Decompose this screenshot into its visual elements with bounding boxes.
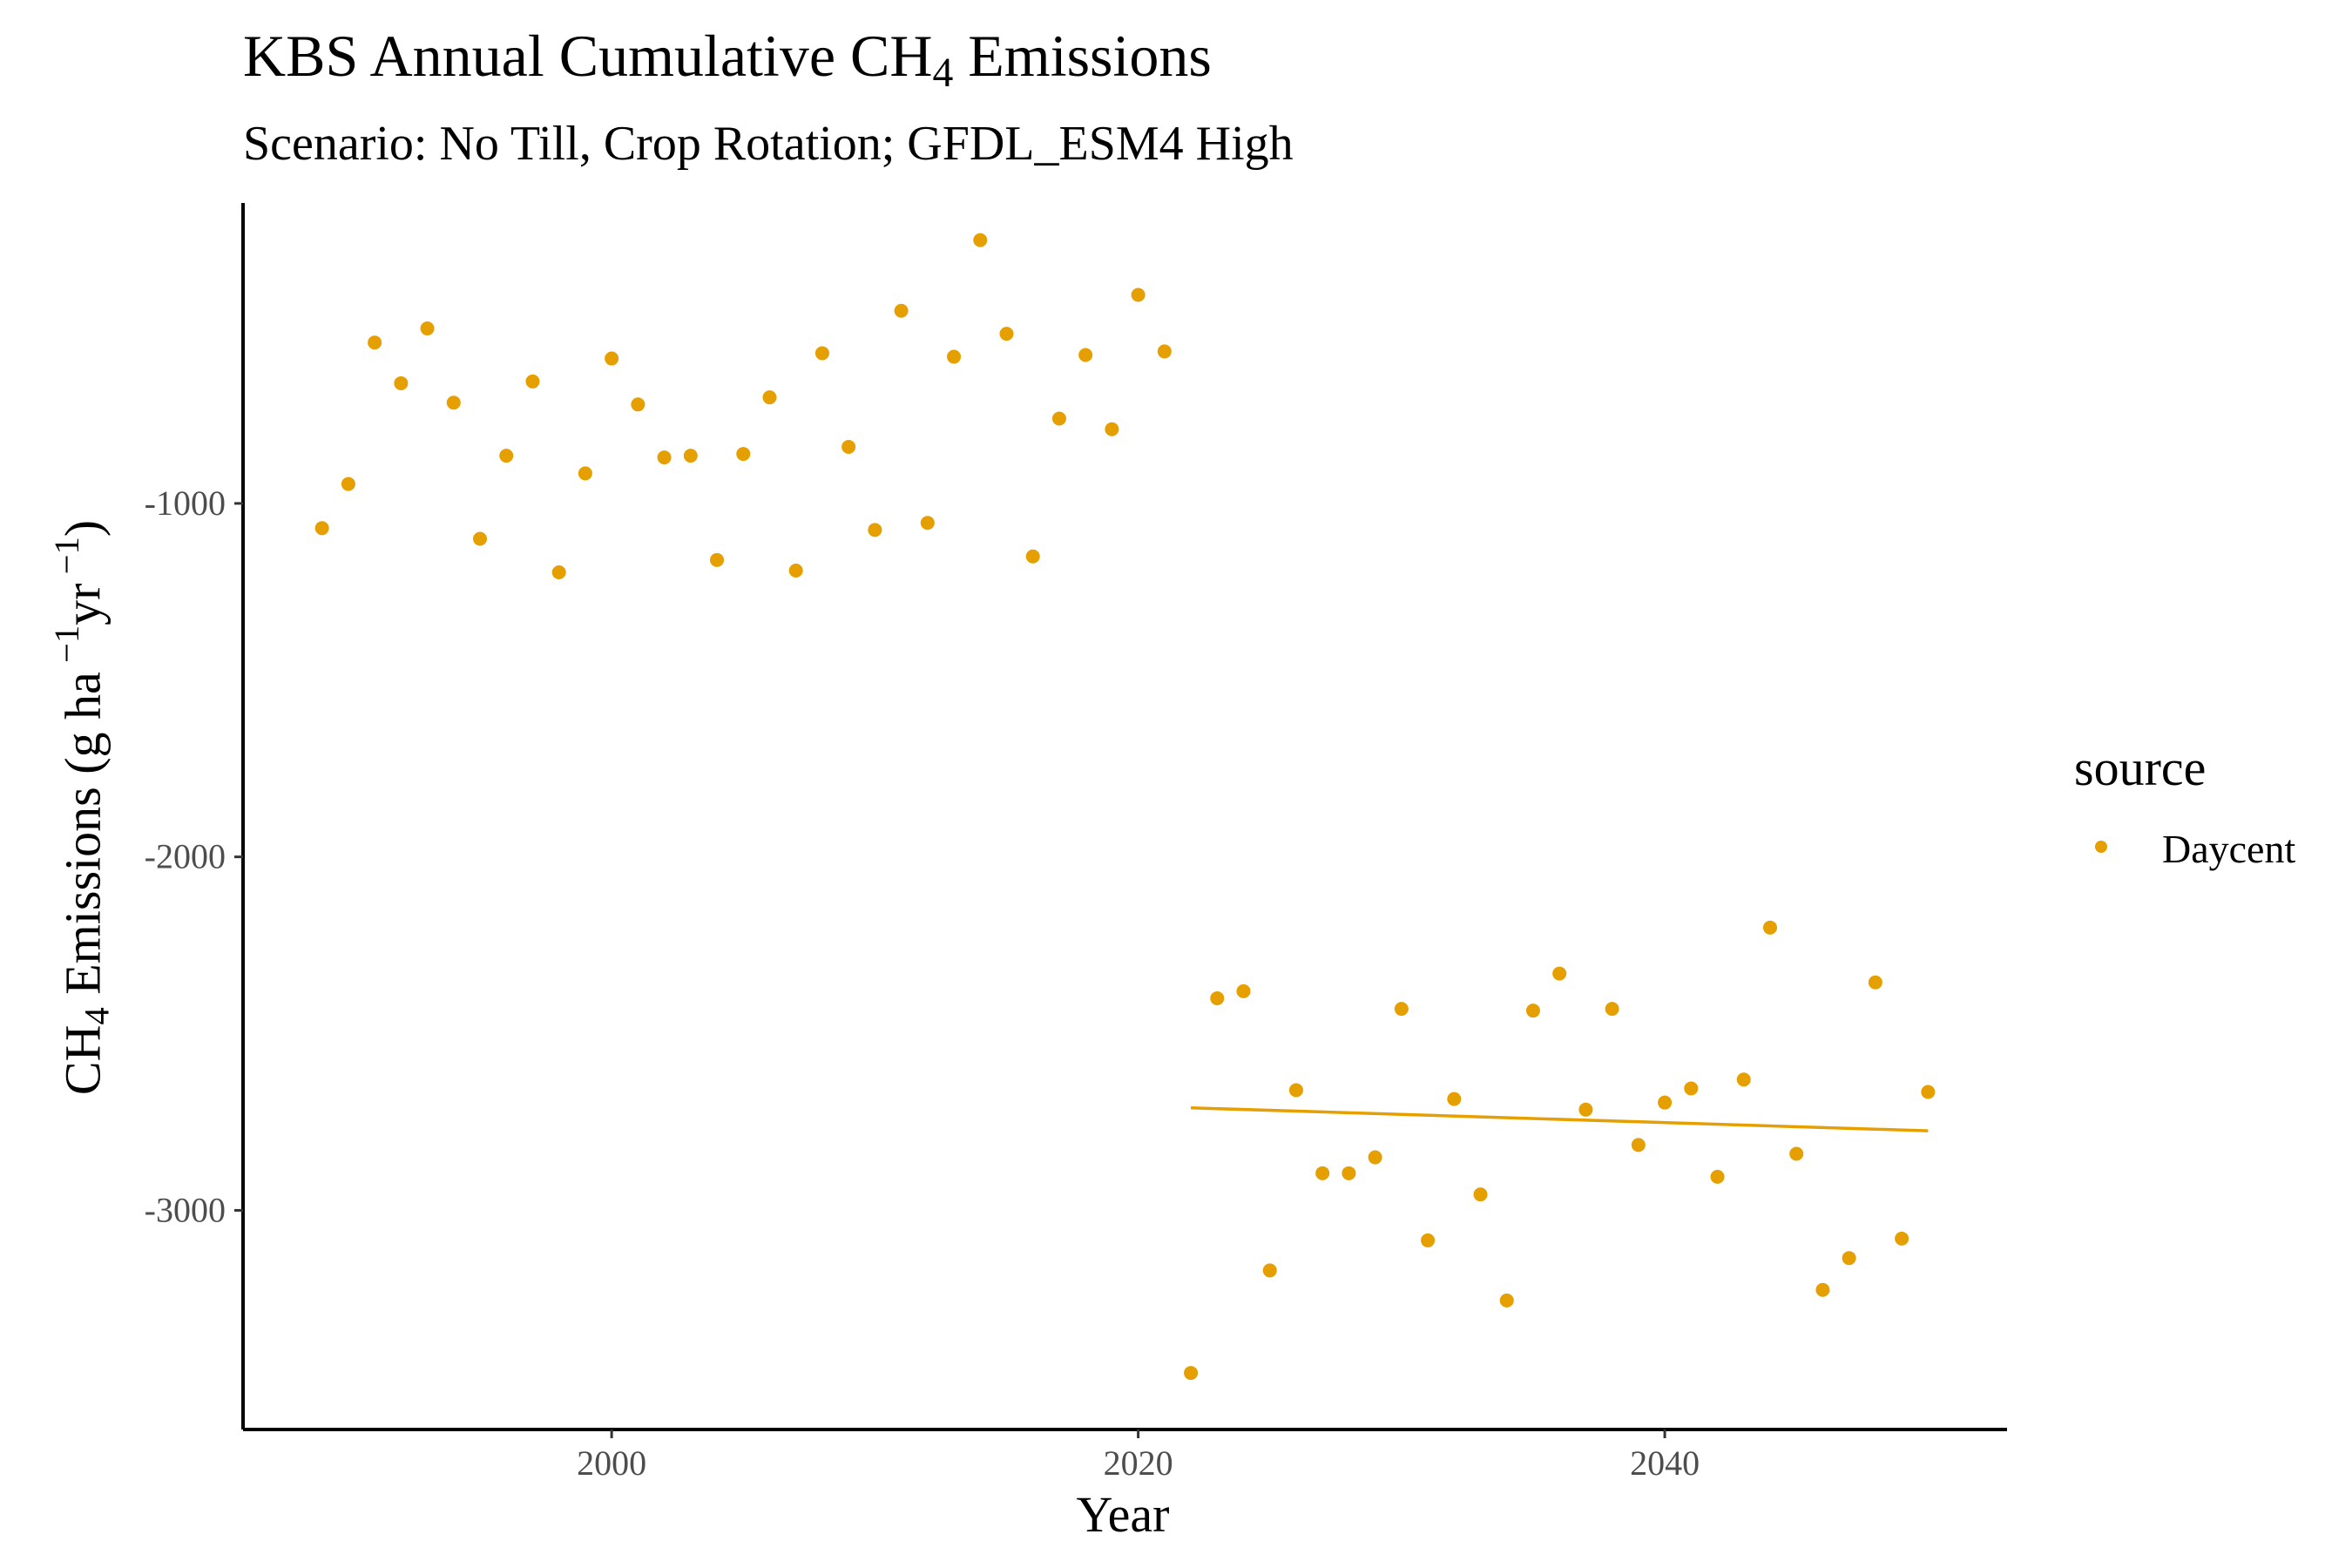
data-point xyxy=(341,476,355,491)
data-point xyxy=(1105,422,1119,436)
legend-key-daycent xyxy=(2095,841,2107,853)
data-point xyxy=(1525,1004,1540,1018)
data-point xyxy=(1815,1282,1830,1297)
data-point xyxy=(1552,966,1567,981)
data-point xyxy=(894,303,909,318)
data-point xyxy=(1762,920,1777,935)
trend-layer xyxy=(1191,1106,1929,1132)
data-point xyxy=(999,327,1014,341)
data-point xyxy=(1658,1095,1673,1110)
data-point xyxy=(1447,1092,1462,1106)
data-point xyxy=(1605,1002,1619,1017)
x-axis-label: Year xyxy=(1076,1486,1170,1543)
data-point xyxy=(1736,1072,1751,1087)
data-point xyxy=(631,397,645,412)
data-point xyxy=(1157,344,1172,359)
data-point xyxy=(1921,1085,1936,1099)
y-tick-label: -2000 xyxy=(145,837,226,876)
y-tick-label: -3000 xyxy=(145,1190,226,1229)
data-point xyxy=(1710,1169,1725,1184)
data-point xyxy=(1210,990,1225,1005)
data-point xyxy=(551,565,566,580)
trend-line xyxy=(1191,1106,1929,1132)
data-point xyxy=(446,395,461,410)
data-point xyxy=(762,390,777,405)
data-point xyxy=(1394,1002,1409,1017)
data-point xyxy=(1184,1366,1199,1381)
data-point xyxy=(394,375,409,390)
data-point xyxy=(1342,1166,1356,1180)
data-point xyxy=(736,447,751,462)
y-tick-label: -1000 xyxy=(145,483,226,523)
data-point xyxy=(605,351,619,366)
data-point xyxy=(788,563,803,578)
data-point xyxy=(920,516,935,531)
x-tick-label: 2040 xyxy=(1630,1443,1700,1483)
x-tick-label: 2000 xyxy=(577,1443,646,1483)
chart-title: KBS Annual Cumulative CH4 Emissions xyxy=(243,23,1212,96)
chart-subtitle: Scenario: No Till, Crop Rotation; GFDL_E… xyxy=(243,117,1294,171)
data-point xyxy=(1499,1293,1514,1308)
data-point xyxy=(1078,348,1093,362)
data-point xyxy=(499,449,514,463)
data-point xyxy=(1051,411,1066,426)
data-point xyxy=(1473,1187,1488,1202)
data-point xyxy=(1789,1146,1804,1161)
data-point xyxy=(947,349,962,364)
axes: -1000 -2000 -3000 2000 2020 2040 xyxy=(145,203,2007,1483)
data-point xyxy=(1368,1150,1382,1165)
data-point xyxy=(683,449,698,463)
data-point xyxy=(525,374,540,389)
x-tick-label: 2020 xyxy=(1104,1443,1173,1483)
data-point xyxy=(1315,1166,1330,1180)
data-point xyxy=(973,233,988,247)
data-point xyxy=(1895,1231,1909,1246)
data-point xyxy=(1631,1138,1646,1152)
data-point xyxy=(814,346,829,361)
data-point xyxy=(1025,549,1040,564)
data-point xyxy=(1131,287,1146,302)
legend-label-daycent: Daycent xyxy=(2162,827,2296,871)
data-point xyxy=(314,521,329,536)
data-point xyxy=(1236,983,1251,998)
data-point xyxy=(578,466,592,481)
data-point xyxy=(1684,1081,1699,1096)
data-point xyxy=(473,531,488,546)
points-layer xyxy=(314,233,1936,1381)
data-point xyxy=(420,321,435,336)
data-point xyxy=(1578,1102,1593,1117)
data-point xyxy=(868,523,882,537)
data-point xyxy=(368,335,382,350)
data-point xyxy=(657,450,672,465)
data-point xyxy=(710,552,725,567)
data-point xyxy=(1842,1251,1856,1266)
data-point xyxy=(1421,1233,1436,1247)
data-point xyxy=(1868,975,1882,990)
data-point xyxy=(1288,1083,1303,1098)
legend-title: source xyxy=(2074,740,2207,796)
data-point xyxy=(1262,1263,1277,1278)
data-point xyxy=(841,439,856,454)
